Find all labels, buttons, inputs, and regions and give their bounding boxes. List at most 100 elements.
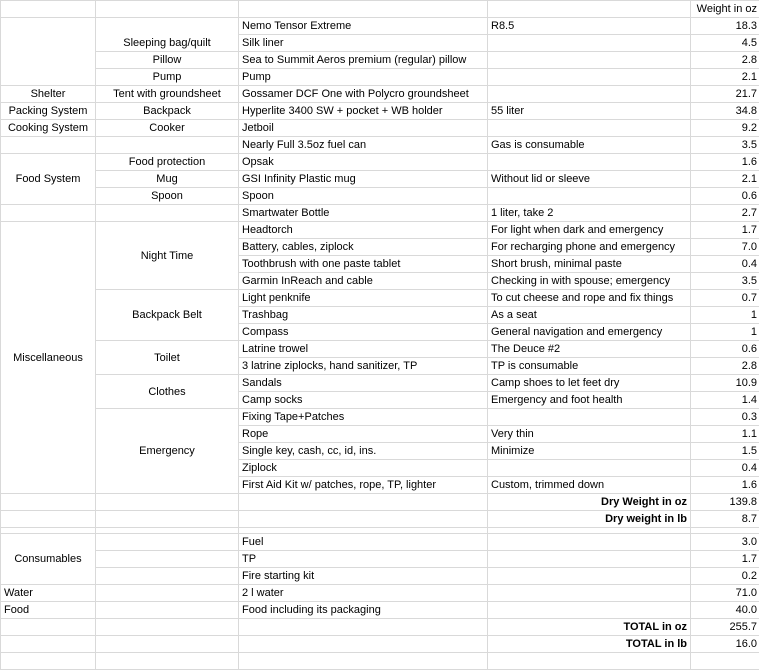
- weight-cell[interactable]: 1.6: [691, 477, 759, 494]
- summary-label[interactable]: Dry weight in lb: [488, 511, 691, 528]
- item-cell[interactable]: 2 l water: [239, 585, 488, 602]
- weight-cell[interactable]: 1.5: [691, 443, 759, 460]
- item-cell[interactable]: Nemo Tensor Extreme: [239, 18, 488, 35]
- item-cell[interactable]: Camp socks: [239, 392, 488, 409]
- weight-cell[interactable]: 1: [691, 307, 759, 324]
- subcategory-cell[interactable]: Tent with groundsheet: [96, 86, 239, 103]
- category-cell[interactable]: Food System: [1, 154, 96, 205]
- item-cell[interactable]: First Aid Kit w/ patches, rope, TP, ligh…: [239, 477, 488, 494]
- note-cell[interactable]: [488, 35, 691, 52]
- subcategory-cell[interactable]: Toilet: [96, 341, 239, 375]
- item-cell[interactable]: Fire starting kit: [239, 568, 488, 585]
- category-cell[interactable]: [1, 511, 96, 528]
- item-cell[interactable]: Hyperlite 3400 SW + pocket + WB holder: [239, 103, 488, 120]
- note-cell[interactable]: Gas is consumable: [488, 137, 691, 154]
- category-cell[interactable]: Packing System: [1, 103, 96, 120]
- subcategory-cell[interactable]: Mug: [96, 171, 239, 188]
- note-cell[interactable]: 55 liter: [488, 103, 691, 120]
- note-cell[interactable]: Very thin: [488, 426, 691, 443]
- weight-cell[interactable]: 2.1: [691, 69, 759, 86]
- category-cell[interactable]: [1, 619, 96, 636]
- weight-cell[interactable]: 139.8: [691, 494, 759, 511]
- weight-cell[interactable]: 0.2: [691, 568, 759, 585]
- weight-cell[interactable]: 8.7: [691, 511, 759, 528]
- item-cell[interactable]: Trashbag: [239, 307, 488, 324]
- note-cell[interactable]: [488, 460, 691, 477]
- item-cell[interactable]: Spoon: [239, 188, 488, 205]
- weight-cell[interactable]: 1: [691, 324, 759, 341]
- subcategory-cell[interactable]: Clothes: [96, 375, 239, 409]
- category-cell[interactable]: [1, 636, 96, 653]
- subcategory-cell[interactable]: Backpack: [96, 103, 239, 120]
- weight-cell[interactable]: 0.6: [691, 341, 759, 358]
- weight-cell[interactable]: 1.4: [691, 392, 759, 409]
- cell[interactable]: [691, 653, 759, 670]
- item-cell[interactable]: Garmin InReach and cable: [239, 273, 488, 290]
- note-cell[interactable]: [488, 409, 691, 426]
- note-cell[interactable]: [488, 585, 691, 602]
- subcategory-cell[interactable]: Backpack Belt: [96, 290, 239, 341]
- subcategory-cell[interactable]: [96, 619, 239, 636]
- subcategory-cell[interactable]: [96, 534, 239, 551]
- weight-cell[interactable]: 3.0: [691, 534, 759, 551]
- weight-cell[interactable]: 1.6: [691, 154, 759, 171]
- category-cell[interactable]: Cooking System: [1, 120, 96, 137]
- cell[interactable]: [239, 653, 488, 670]
- weight-cell[interactable]: 0.7: [691, 290, 759, 307]
- weight-cell[interactable]: 10.9: [691, 375, 759, 392]
- weight-cell[interactable]: 40.0: [691, 602, 759, 619]
- item-cell[interactable]: Opsak: [239, 154, 488, 171]
- weight-cell[interactable]: 1.7: [691, 551, 759, 568]
- subcategory-cell[interactable]: Cooker: [96, 120, 239, 137]
- item-cell[interactable]: [239, 494, 488, 511]
- item-cell[interactable]: 3 latrine ziplocks, hand sanitizer, TP: [239, 358, 488, 375]
- weight-cell[interactable]: 2.8: [691, 52, 759, 69]
- subcategory-cell[interactable]: Spoon: [96, 188, 239, 205]
- subcategory-cell[interactable]: Emergency: [96, 409, 239, 494]
- item-cell[interactable]: Light penknife: [239, 290, 488, 307]
- note-cell[interactable]: Short brush, minimal paste: [488, 256, 691, 273]
- note-cell[interactable]: Minimize: [488, 443, 691, 460]
- weight-cell[interactable]: 0.4: [691, 256, 759, 273]
- subcategory-cell[interactable]: Night Time: [96, 222, 239, 290]
- weight-cell[interactable]: 21.7: [691, 86, 759, 103]
- weight-cell[interactable]: 255.7: [691, 619, 759, 636]
- item-cell[interactable]: Battery, cables, ziplock: [239, 239, 488, 256]
- weight-cell[interactable]: 9.2: [691, 120, 759, 137]
- item-cell[interactable]: Gossamer DCF One with Polycro groundshee…: [239, 86, 488, 103]
- item-cell[interactable]: Ziplock: [239, 460, 488, 477]
- note-cell[interactable]: R8.5: [488, 18, 691, 35]
- note-cell[interactable]: [488, 52, 691, 69]
- weight-cell[interactable]: 0.6: [691, 188, 759, 205]
- cell[interactable]: [1, 1, 96, 18]
- weight-cell[interactable]: 34.8: [691, 103, 759, 120]
- note-cell[interactable]: 1 liter, take 2: [488, 205, 691, 222]
- category-cell[interactable]: [1, 205, 96, 222]
- item-cell[interactable]: Single key, cash, cc, id, ins.: [239, 443, 488, 460]
- item-cell[interactable]: Nearly Full 3.5oz fuel can: [239, 137, 488, 154]
- note-cell[interactable]: TP is consumable: [488, 358, 691, 375]
- item-cell[interactable]: [239, 511, 488, 528]
- note-cell[interactable]: For recharging phone and emergency: [488, 239, 691, 256]
- cell[interactable]: [96, 1, 239, 18]
- weight-cell[interactable]: 71.0: [691, 585, 759, 602]
- weight-cell[interactable]: 7.0: [691, 239, 759, 256]
- note-cell[interactable]: For light when dark and emergency: [488, 222, 691, 239]
- note-cell[interactable]: Checking in with spouse; emergency: [488, 273, 691, 290]
- cell[interactable]: [239, 1, 488, 18]
- note-cell[interactable]: Without lid or sleeve: [488, 171, 691, 188]
- category-cell[interactable]: Water: [1, 585, 96, 602]
- weight-cell[interactable]: 3.5: [691, 137, 759, 154]
- note-cell[interactable]: Emergency and foot health: [488, 392, 691, 409]
- category-cell[interactable]: Food: [1, 602, 96, 619]
- item-cell[interactable]: Sea to Summit Aeros premium (regular) pi…: [239, 52, 488, 69]
- note-cell[interactable]: General navigation and emergency: [488, 324, 691, 341]
- item-cell[interactable]: [239, 619, 488, 636]
- subcategory-cell[interactable]: [96, 137, 239, 154]
- item-cell[interactable]: GSI Infinity Plastic mug: [239, 171, 488, 188]
- note-cell[interactable]: [488, 154, 691, 171]
- note-cell[interactable]: Camp shoes to let feet dry: [488, 375, 691, 392]
- item-cell[interactable]: Headtorch: [239, 222, 488, 239]
- category-cell[interactable]: [1, 18, 96, 86]
- weight-cell[interactable]: 18.3: [691, 18, 759, 35]
